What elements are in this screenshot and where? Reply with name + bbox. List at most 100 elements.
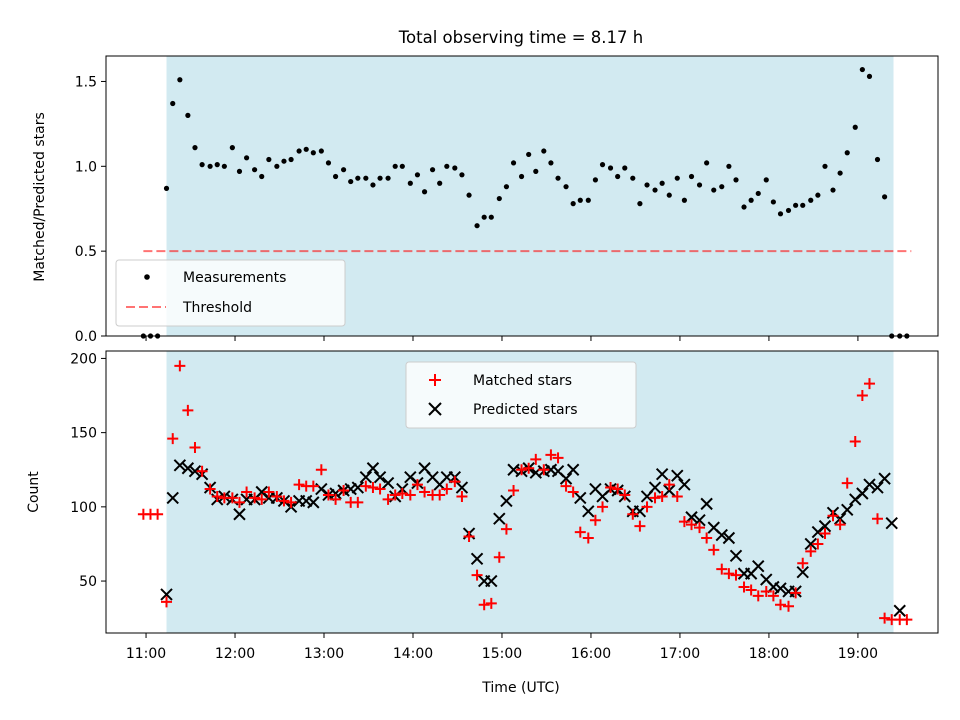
measurement-point	[421, 189, 428, 195]
matched-point	[605, 482, 617, 494]
measurement-point	[541, 148, 547, 154]
measurement-point	[599, 162, 606, 168]
measurement-point	[666, 192, 672, 198]
predicted-point	[166, 491, 179, 505]
matched-point	[649, 492, 661, 504]
matched-point	[774, 599, 786, 611]
measurement-point	[163, 185, 170, 191]
measurement-point	[243, 155, 250, 161]
matched-point	[167, 433, 179, 445]
predicted-point	[796, 565, 809, 579]
matched-point	[278, 495, 290, 507]
matched-point	[338, 485, 350, 497]
x-axis-label: Time (UTC)	[481, 680, 559, 696]
predicted-point	[366, 462, 380, 475]
measurement-point	[348, 178, 354, 185]
count-panel: 50 100 150 200 11:00 12:00 13:00 14:00 15:00 16:…	[26, 350, 939, 696]
measurement-point	[192, 145, 198, 151]
measurement-point	[844, 150, 850, 156]
predicted-point	[351, 481, 365, 494]
measurement-point	[563, 184, 569, 190]
measurement-point	[852, 124, 858, 130]
matched-point	[211, 490, 223, 502]
predicted-point	[188, 465, 202, 478]
count-legend-box	[405, 361, 637, 429]
matched-point	[656, 490, 668, 502]
predicted-point	[715, 528, 728, 542]
predicted-point	[663, 484, 676, 497]
measurement-point	[481, 214, 487, 220]
predicted-point	[359, 470, 373, 484]
matched-point	[730, 569, 742, 581]
matched-point	[589, 514, 601, 526]
measurement-point	[252, 167, 258, 173]
matched-point	[352, 496, 364, 508]
matched-point	[315, 464, 327, 476]
measurement-point	[207, 163, 213, 169]
ratio-plot-frame	[105, 55, 939, 337]
matched-point	[478, 599, 490, 611]
matched-point	[597, 501, 609, 513]
matched-point	[449, 476, 461, 488]
measurement-point	[837, 170, 843, 176]
predicted-point	[160, 588, 173, 601]
measurement-point	[719, 184, 725, 190]
matched-point	[812, 538, 824, 550]
ratio-y-axis-label: Matched/Predicted stars	[32, 112, 48, 282]
measurement-point	[763, 177, 769, 183]
predicted-point	[181, 462, 195, 475]
matched-point	[189, 441, 201, 453]
matched-point	[330, 493, 342, 505]
predicted-point	[729, 549, 743, 563]
matched-point	[686, 519, 698, 531]
measurement-point	[199, 162, 205, 168]
matched-point	[196, 465, 208, 477]
measurement-point	[274, 163, 280, 169]
count-x-ticks: 11:00 12:00 13:00 14:00 15:00 16:00 17:00 18:00…	[126, 633, 878, 662]
measurement-point	[236, 168, 243, 174]
matched-point	[560, 480, 572, 492]
measurement-point	[815, 192, 821, 198]
legend-predicted-label: Predicted stars	[473, 402, 578, 418]
predicted-point	[485, 574, 498, 588]
predicted-point	[863, 478, 876, 491]
matched-point	[471, 569, 483, 581]
measurement-point	[177, 77, 183, 83]
matched-point	[545, 449, 557, 461]
measurement-point	[503, 184, 510, 190]
matched-point	[367, 482, 379, 494]
matched-point	[767, 590, 779, 602]
matched-point	[901, 614, 913, 626]
predicted-point	[885, 516, 898, 530]
measurement-point	[385, 175, 391, 181]
measurement-point	[318, 148, 324, 154]
measurement-point	[570, 201, 576, 207]
measurement-point	[370, 182, 376, 188]
measurement-point	[681, 197, 687, 203]
predicted-point	[871, 481, 884, 494]
x-tick-label: 18:00	[749, 646, 789, 662]
measurement-point	[770, 199, 776, 205]
measurement-point	[808, 197, 814, 203]
measurement-point	[392, 163, 398, 169]
measurement-point	[510, 160, 517, 166]
matched-point	[790, 587, 802, 599]
matched-point	[360, 480, 372, 492]
x-tick-label: 12:00	[215, 646, 255, 662]
matched-point	[182, 404, 194, 416]
measurement-point	[185, 112, 191, 118]
matched-point	[663, 479, 675, 491]
predicted-point	[373, 470, 387, 484]
x-tick-label: 14:00	[393, 646, 433, 662]
measurement-point	[488, 214, 494, 220]
count-plot-frame	[105, 350, 939, 634]
predicted-point	[671, 469, 684, 482]
matched-point	[612, 483, 624, 495]
predicted-point	[566, 463, 580, 476]
ratio-legend-box	[115, 259, 346, 327]
measurement-point	[859, 66, 865, 73]
measurement-point	[466, 192, 472, 198]
measurement-point	[229, 145, 235, 151]
ratio-legend: Measurements Threshold	[115, 259, 346, 327]
measurement-point	[688, 173, 695, 180]
